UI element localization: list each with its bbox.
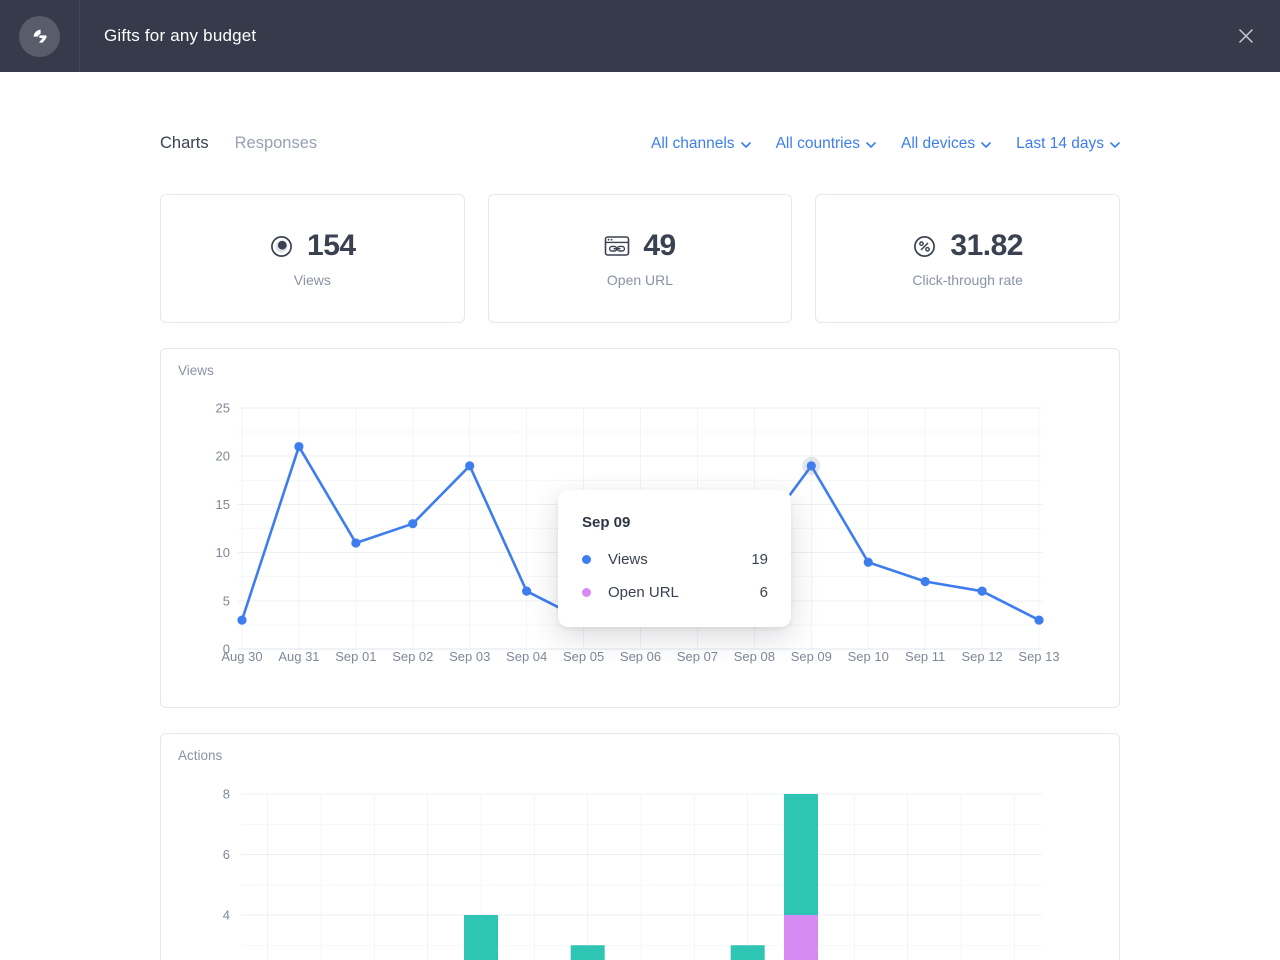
svg-text:Aug 30: Aug 30 <box>221 649 262 664</box>
stat-card-ctr: 31.82 Click-through rate <box>815 194 1121 323</box>
filters: All channels All countries All devices L… <box>651 135 1120 153</box>
stat-card-views: 154 Views <box>160 194 465 323</box>
tab-charts[interactable]: Charts <box>160 134 209 152</box>
svg-text:8: 8 <box>223 787 230 802</box>
toolbar: Charts Responses All channels All countr… <box>160 130 1120 157</box>
svg-text:6: 6 <box>223 847 230 862</box>
svg-text:Sep 06: Sep 06 <box>620 649 661 664</box>
tooltip-date: Sep 09 <box>582 514 631 531</box>
svg-text:5: 5 <box>223 593 230 608</box>
svg-text:Aug 31: Aug 31 <box>278 649 319 664</box>
eye-icon <box>271 235 292 257</box>
svg-text:Sep 10: Sep 10 <box>848 649 889 664</box>
svg-text:Sep 03: Sep 03 <box>449 649 490 664</box>
svg-text:0: 0 <box>223 642 230 657</box>
tooltip-row-views: Views 19 <box>582 549 768 569</box>
views-label: Views <box>293 272 331 288</box>
header: Gifts for any budget <box>0 0 1280 72</box>
open-url-label: Open URL <box>606 272 674 288</box>
svg-text:Sep 12: Sep 12 <box>961 649 1002 664</box>
svg-text:Sep 08: Sep 08 <box>734 649 775 664</box>
open-url-series-dot <box>582 587 591 597</box>
svg-text:Sep 05: Sep 05 <box>563 649 604 664</box>
svg-text:Sep 07: Sep 07 <box>677 649 718 664</box>
svg-text:10: 10 <box>216 545 230 560</box>
chevron-down-icon <box>740 141 751 148</box>
app-logo-icon <box>19 15 60 57</box>
svg-text:20: 20 <box>216 449 230 464</box>
svg-text:25: 25 <box>216 401 230 416</box>
svg-text:Sep 02: Sep 02 <box>392 649 433 664</box>
views-chart-card: Views 0 5 10 15 20 25 Aug 30 Aug 31 Sep 01 Sep 02… <box>160 348 1120 708</box>
chevron-down-icon <box>1110 141 1120 148</box>
chart-tooltip: Sep 09 Views 19 Open URL 6 <box>558 490 791 627</box>
percent-icon <box>914 235 936 257</box>
stat-card-open-url: 49 Open URL <box>487 194 793 323</box>
widget-title: Gifts for any budget <box>104 26 257 45</box>
main-content: Charts Responses All channels All countr… <box>160 130 1121 960</box>
filter-countries[interactable]: All countries <box>776 135 876 153</box>
svg-text:4: 4 <box>223 908 230 923</box>
chevron-down-icon <box>981 141 991 148</box>
views-count: 154 <box>307 229 356 262</box>
svg-text:Sep 13: Sep 13 <box>1018 649 1059 664</box>
svg-text:Sep 04: Sep 04 <box>506 649 547 664</box>
tooltip-row-open-url: Open URL 6 <box>582 582 768 602</box>
tab-responses[interactable]: Responses <box>234 134 318 152</box>
svg-text:Sep 09: Sep 09 <box>791 649 832 664</box>
filter-devices[interactable]: All devices <box>901 135 991 153</box>
actions-chart-title: Actions <box>178 748 223 763</box>
open-url-count: 49 <box>643 229 676 262</box>
svg-text:Sep 01: Sep 01 <box>335 649 376 664</box>
chevron-down-icon <box>866 141 876 148</box>
views-chart-title: Views <box>178 363 214 378</box>
filter-date-range[interactable]: Last 14 days <box>1016 135 1120 153</box>
logo-box <box>0 0 80 72</box>
svg-text:Sep 11: Sep 11 <box>905 649 945 664</box>
close-icon[interactable] <box>1234 24 1258 48</box>
tabs: Charts Responses <box>160 134 317 153</box>
filter-channels[interactable]: All channels <box>651 135 751 153</box>
ctr-label: Click-through rate <box>912 272 1023 288</box>
svg-text:15: 15 <box>216 497 230 512</box>
ctr-count: 31.82 <box>950 229 1023 262</box>
stat-cards: 154 Views 49 Open URL <box>160 194 1121 323</box>
views-series-dot <box>582 554 591 564</box>
open-url-icon <box>605 236 630 256</box>
